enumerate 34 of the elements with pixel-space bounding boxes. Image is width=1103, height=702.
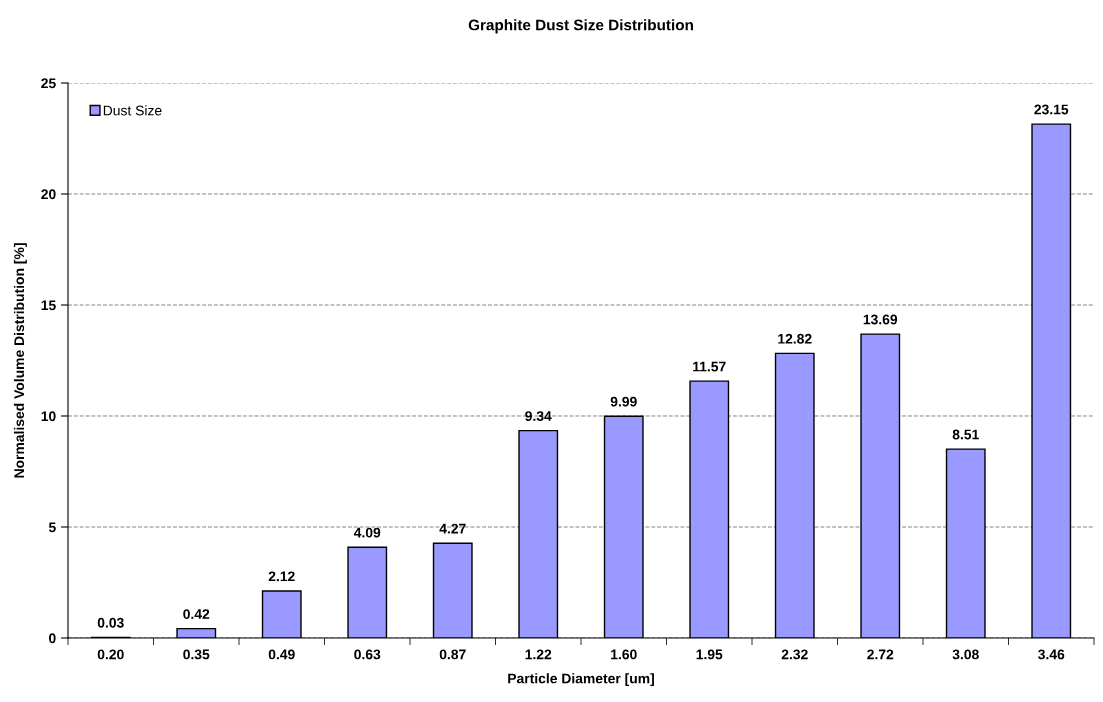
y-tick-label: 5 <box>48 522 56 533</box>
x-tick-label: 1.95 <box>696 649 723 660</box>
data-label: 12.82 <box>778 333 812 344</box>
data-label: 8.51 <box>952 429 979 440</box>
data-label: 23.15 <box>1034 104 1069 115</box>
y-tick-label: 10 <box>41 411 56 422</box>
x-tick-label: 3.46 <box>1038 649 1065 660</box>
x-tick-label: 0.35 <box>183 649 210 660</box>
x-tick-label: 1.60 <box>611 649 637 660</box>
data-label: 11.57 <box>693 361 726 372</box>
x-tick-label: 3.08 <box>952 649 979 660</box>
x-tick-label: 1.22 <box>525 649 552 660</box>
y-axis-title: Normalised Volume Distribution [%] <box>13 243 27 478</box>
x-tick-label: 0.63 <box>354 649 381 660</box>
data-label: 13.69 <box>863 314 898 325</box>
x-tick-label: 2.32 <box>781 649 808 660</box>
x-axis-title: Particle Diameter [um] <box>508 673 654 687</box>
x-tick-label: 0.20 <box>97 649 124 660</box>
y-tick-label: 20 <box>41 189 56 200</box>
data-label: 4.09 <box>353 527 381 538</box>
data-label: 9.99 <box>610 396 637 407</box>
x-tick-label: 2.72 <box>867 649 894 660</box>
data-label: 2.12 <box>268 571 295 582</box>
x-tick-label: 0.49 <box>268 649 295 660</box>
legend-label: Dust Size <box>103 105 162 116</box>
data-label: 9.34 <box>525 411 552 421</box>
y-tick-label: 15 <box>41 300 56 311</box>
chart-title: Graphite Dust Size Distribution <box>468 19 693 34</box>
data-label: 4.27 <box>439 523 466 534</box>
data-label: 0.03 <box>97 617 124 628</box>
x-tick-label: 0.87 <box>439 649 466 660</box>
data-label: 0.42 <box>183 609 210 619</box>
y-tick-label: 0 <box>49 633 56 644</box>
y-tick-label: 25 <box>41 78 56 89</box>
